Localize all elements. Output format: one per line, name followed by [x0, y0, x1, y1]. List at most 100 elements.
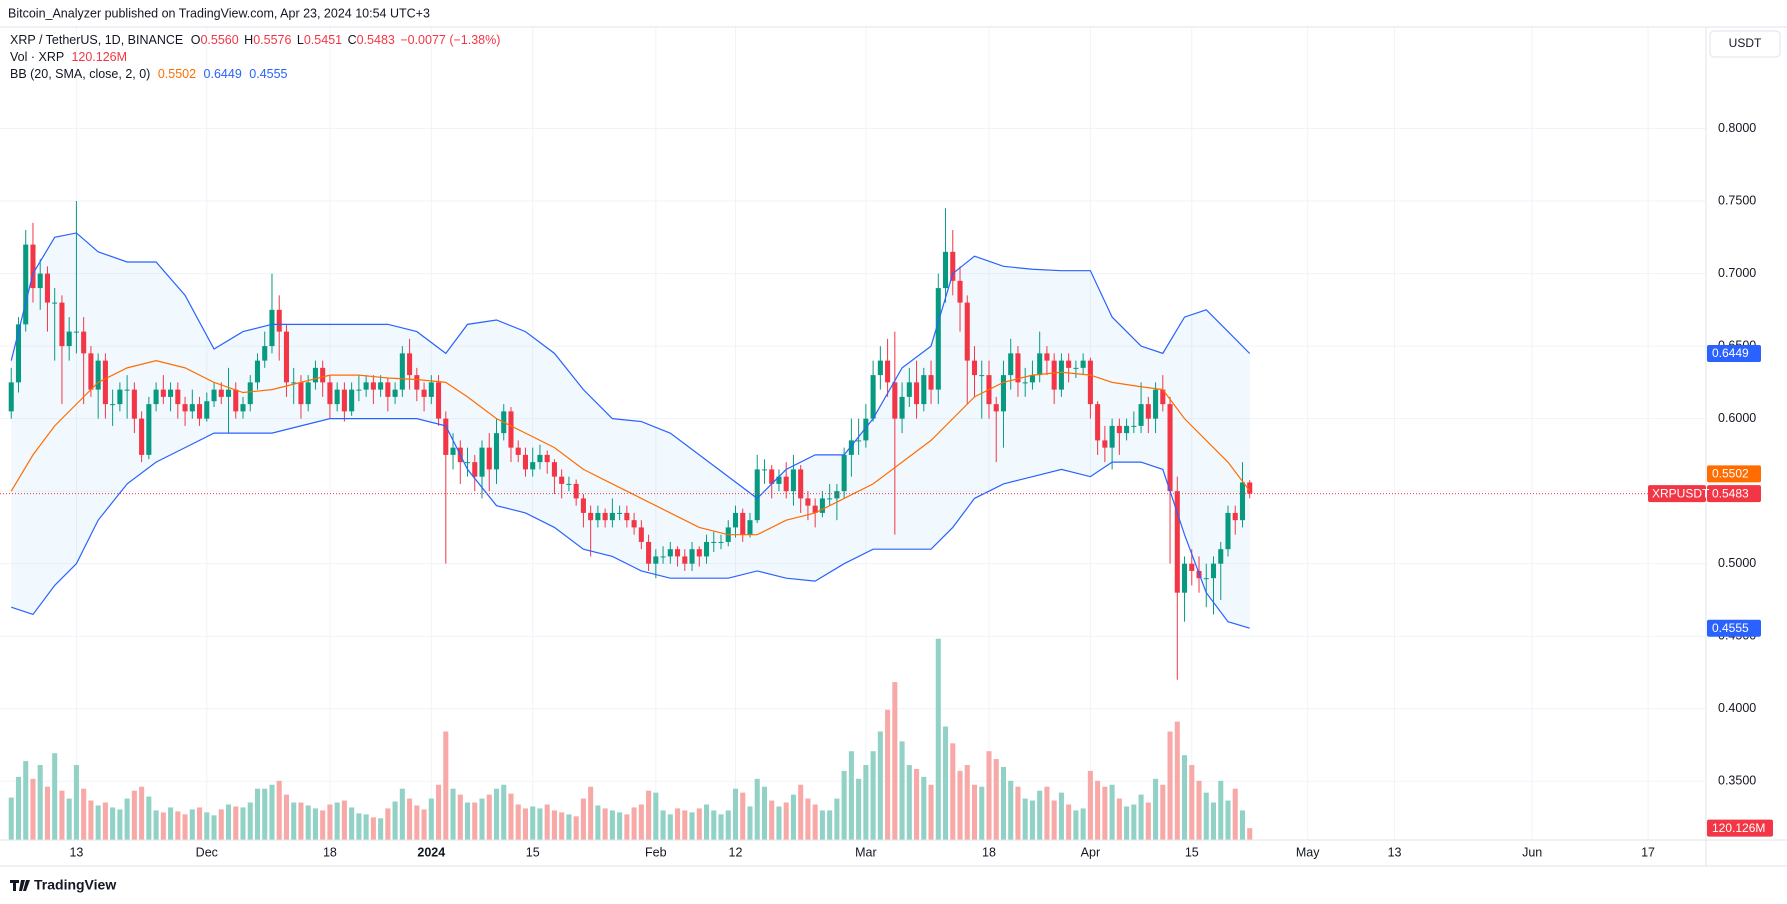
volume-bar — [283, 794, 289, 840]
candle-body — [8, 382, 14, 412]
candle-body — [102, 360, 108, 405]
volume-bar — [320, 810, 326, 840]
volume-bar — [356, 813, 362, 840]
volume-bar — [1239, 810, 1246, 840]
candle-body — [124, 389, 130, 391]
volume-bar — [1058, 792, 1064, 840]
candle-body — [1029, 375, 1035, 383]
candle-body — [59, 302, 65, 347]
volume-bar — [305, 805, 311, 840]
volume-bar — [349, 807, 355, 840]
volume-bar — [544, 804, 550, 840]
volume-bar — [262, 788, 268, 840]
volume-bar — [595, 805, 601, 840]
volume-bar — [1160, 784, 1166, 840]
x-tick-label: 17 — [1641, 845, 1655, 859]
volume-bar — [1015, 786, 1021, 840]
candle-body — [211, 389, 217, 402]
candle-body — [1124, 425, 1130, 434]
volume-bar — [624, 814, 630, 840]
volume-bar — [732, 788, 739, 840]
candle-body — [110, 404, 116, 406]
candle-body — [798, 469, 804, 499]
volume-bar — [501, 784, 507, 840]
candle-body — [885, 360, 891, 383]
volume-bar — [653, 792, 659, 840]
candle-body — [486, 447, 492, 470]
volume-bar — [1174, 721, 1180, 840]
ohlc-value: 0.5451 — [304, 33, 342, 47]
candle-body — [1167, 404, 1173, 492]
volume-bar — [725, 810, 731, 840]
volume-bar — [718, 814, 724, 840]
candle-body — [537, 454, 543, 463]
candle-body — [204, 401, 210, 419]
bb-basis — [10, 359, 1251, 536]
candle-body — [942, 251, 949, 289]
currency[interactable]: USDT — [1729, 36, 1762, 50]
candle-body — [827, 498, 833, 500]
volume-bar — [218, 809, 224, 840]
volume-bar — [602, 808, 608, 840]
header: Bitcoin_Analyzer published on TradingVie… — [8, 6, 430, 20]
volume-bar — [450, 788, 456, 840]
candle-body — [52, 302, 58, 304]
volume-bar — [168, 807, 174, 840]
candle-body — [783, 476, 789, 492]
candle-body — [863, 418, 869, 441]
volume-bar — [942, 726, 949, 840]
volume-bar — [66, 798, 72, 840]
volume-bar — [334, 802, 340, 840]
volume-bar — [1189, 765, 1195, 840]
volume-bar — [812, 804, 818, 840]
candle-body — [638, 527, 644, 542]
volume-bar — [863, 765, 869, 840]
volume-bar — [588, 786, 594, 840]
candle-body — [240, 404, 246, 412]
volume-bar — [790, 794, 796, 840]
candle-body — [139, 418, 145, 455]
candle-body — [935, 288, 941, 390]
volume-badge-label: 120.126M — [1712, 821, 1765, 835]
candle-body — [856, 440, 862, 442]
candle-body — [559, 476, 565, 484]
candle-body — [1022, 382, 1028, 384]
candle-body — [1145, 404, 1151, 419]
candle-body — [921, 375, 927, 405]
candle-body — [906, 382, 912, 397]
candle-body — [1044, 353, 1050, 361]
volume-bar — [515, 804, 521, 840]
candle-body — [443, 418, 449, 455]
candle-body — [370, 382, 376, 390]
currency-button[interactable] — [1709, 30, 1781, 58]
y-tick-label: 0.8000 — [1718, 121, 1756, 135]
candle-body — [841, 454, 847, 492]
candle-body — [508, 411, 514, 448]
volume-bar — [885, 709, 891, 840]
candle-body — [1182, 563, 1188, 593]
candle-body — [761, 469, 768, 471]
candle-body — [378, 382, 384, 390]
ticker-badge — [1648, 485, 1706, 503]
candle-body — [834, 491, 840, 499]
volume-bar — [233, 806, 239, 840]
candle-body — [1174, 491, 1180, 593]
volume-bar — [1210, 802, 1217, 840]
bb-lower-badge — [1707, 619, 1761, 637]
candle-body — [1087, 360, 1093, 405]
candle-body — [88, 353, 94, 390]
candle-body — [356, 389, 362, 391]
volume-bar — [88, 800, 94, 840]
volume-bar — [761, 786, 768, 840]
volume-bar — [30, 778, 36, 840]
ohlc-value: 0.5576 — [253, 33, 291, 47]
candle-body — [175, 389, 181, 405]
volume-bar — [399, 788, 405, 840]
candle-body — [385, 382, 391, 397]
bb-basis-badge — [1707, 465, 1761, 483]
volume-bar — [906, 765, 912, 840]
volume-bar — [609, 810, 615, 840]
volume-bar — [899, 741, 905, 840]
change: −0.0077 (−1.38%) — [400, 33, 500, 47]
y-tick-label: 0.7000 — [1718, 266, 1756, 280]
